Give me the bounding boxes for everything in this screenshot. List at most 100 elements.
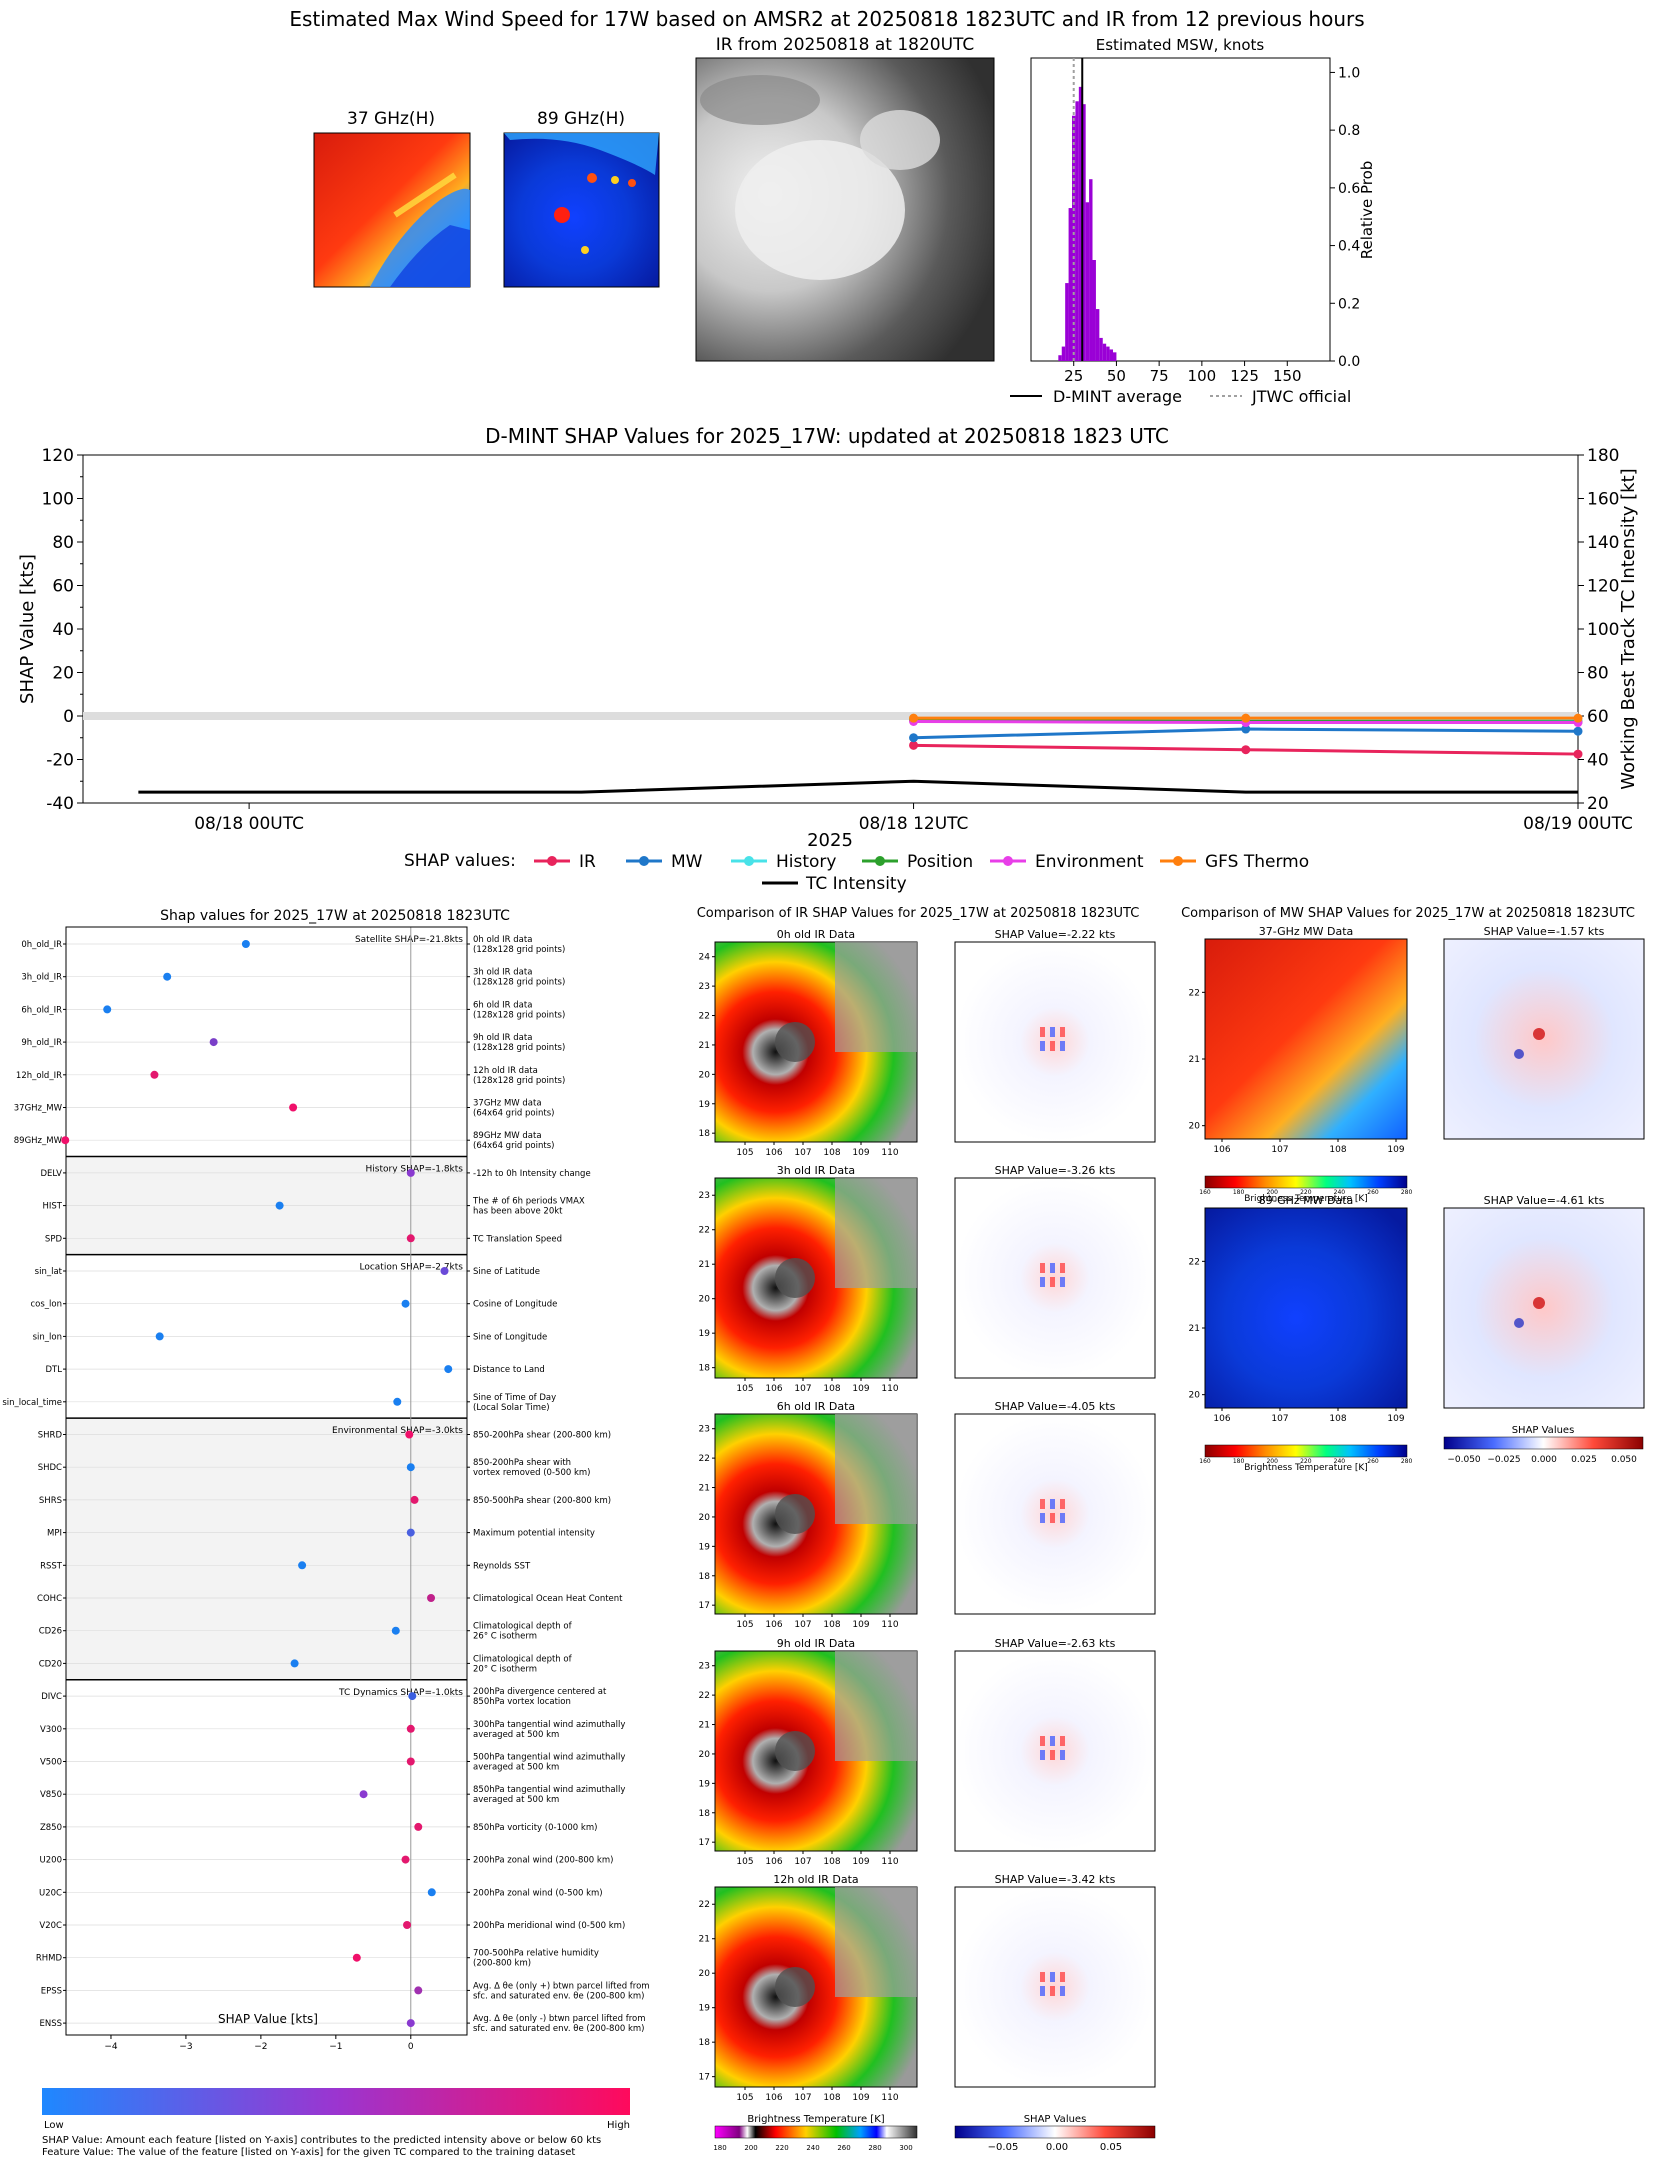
group-label: Satellite SHAP=-21.8kts	[355, 935, 463, 945]
ir-xtick-label: 106	[765, 1857, 782, 1867]
feature-description: The # of 6h periods VMAX	[472, 1197, 585, 1207]
series-point	[1241, 745, 1251, 755]
ir-ytick-label: 17	[699, 2073, 710, 2083]
shap-xtick-label: −2	[254, 2042, 267, 2052]
footnote-2: Feature Value: The value of the feature …	[42, 2147, 575, 2158]
mw89-title: 89 GHz(H)	[537, 109, 625, 129]
feature-shap-dot	[406, 1724, 415, 1733]
shap-anomaly	[1040, 1263, 1045, 1273]
shap-feature-chart: Shap values for 2025_17W at 20250818 182…	[2, 908, 649, 2052]
feature-description: 850-200hPa shear with	[473, 1458, 571, 1468]
ir-gray-region	[835, 1414, 917, 1524]
feature-description: Climatological Ocean Heat Content	[473, 1594, 623, 1604]
legend-marker	[1173, 856, 1183, 866]
ir-xtick-label: 106	[765, 1620, 782, 1630]
mw-shap-label: SHAP Value=-4.61 kts	[1484, 1194, 1605, 1207]
feature-shap-dot	[359, 1790, 368, 1799]
mw-bt-label: Brightness Temperature [K]	[1244, 1194, 1368, 1204]
series-point	[909, 713, 919, 723]
feature-shap-dot	[406, 1168, 415, 1177]
feature-description: 850hPa vortex location	[473, 1697, 571, 1707]
mw-xtick-label: 106	[1213, 1414, 1230, 1424]
feature-name: 89GHz_MW	[14, 1136, 63, 1146]
mw-shap-map	[1443, 1207, 1645, 1409]
ir-bt-tick-label: 300	[899, 2144, 912, 2152]
feature-name: MPI	[47, 1529, 62, 1539]
ir-xtick-label: 108	[823, 1148, 840, 1158]
shap-plot-frame	[65, 926, 468, 2036]
feature-description: -12h to 0h Intensity change	[473, 1169, 591, 1179]
feature-name: Z850	[40, 1823, 62, 1833]
mw-shap-colorbar: SHAP Values −0.050 −0.025 0.000 0.025 0.050	[1443, 1425, 1644, 1465]
tl-y2tick-label: 100	[1587, 620, 1619, 640]
mw37-image	[313, 132, 471, 288]
feature-shap-dot	[61, 1136, 70, 1145]
ir-cloud-core	[775, 1967, 815, 2007]
ir-panel-label: 9h old IR Data	[777, 1637, 855, 1650]
ir-xtick-label: 107	[794, 1620, 811, 1630]
feature-shap-dot	[150, 1070, 159, 1079]
feature-description: 850hPa tangential wind azimuthally	[473, 1785, 625, 1795]
ir-ytick-label: 22	[699, 1691, 710, 1701]
shap-anomaly	[1050, 1277, 1055, 1287]
legend-jtwc: JTWC official	[1251, 387, 1351, 406]
ir-xtick-label: 108	[823, 1857, 840, 1867]
timeline-series	[138, 713, 1583, 794]
tl-y2tick-label: 120	[1587, 577, 1619, 597]
feature-description: 9h old IR data	[473, 1033, 532, 1043]
mw-xtick-label: 108	[1329, 1414, 1346, 1424]
feature-shap-dot	[406, 1528, 415, 1537]
feature-description: Sine of Longitude	[473, 1332, 547, 1342]
feature-name: ENSS	[39, 2019, 62, 2029]
feature-name: V20C	[39, 1921, 62, 1931]
shap-anomaly	[1514, 1318, 1524, 1328]
ir-ytick-label: 23	[699, 982, 710, 992]
tl-xtick-label: 08/18 12UTC	[859, 814, 969, 834]
feature-description: Avg. Δ θe (only +) btwn parcel lifted fr…	[473, 1981, 650, 1991]
mw-panel-label: 37-GHz MW Data	[1259, 925, 1354, 938]
hist-bar	[1113, 352, 1117, 361]
legend-label: History	[776, 852, 836, 872]
ir-ytick-label: 20	[699, 1750, 711, 1760]
hist-legend: D-MINT average JTWC official	[1010, 387, 1351, 406]
shap-anomaly	[1060, 1972, 1065, 1982]
feature-name: COHC	[37, 1594, 62, 1604]
ir-ytick-label: 18	[699, 2038, 711, 2048]
timeline-legend: SHAP values: IR MW History Position Environm…	[404, 851, 1309, 894]
mw-bt-tick-label: 160	[1199, 1189, 1211, 1196]
tl-ytick-label: 0	[63, 707, 74, 727]
shap-anomaly	[1533, 1297, 1545, 1309]
mw-image	[1204, 1207, 1408, 1409]
ir-xtick-label: 107	[794, 2093, 811, 2103]
ir-xtick-label: 109	[852, 1857, 869, 1867]
hist-xtick-label: 100	[1188, 367, 1217, 385]
mw-bt-tick-label: 240	[1334, 1458, 1346, 1465]
mw-bt-label: Brightness Temperature [K]	[1244, 1463, 1368, 1473]
hist-x-axis: 25 50 75 100 125 150	[1064, 361, 1302, 385]
ir-xtick-label: 105	[736, 1857, 753, 1867]
feature-name: EPSS	[41, 1986, 62, 1996]
mw-bt-tick-label: 260	[1367, 1189, 1379, 1196]
ir-gray-region	[835, 1887, 917, 1997]
tl-ytick-label: -40	[46, 794, 74, 814]
feature-shap-dot	[103, 1005, 112, 1014]
shap-anomaly	[1040, 1750, 1045, 1760]
feature-shap-dot	[393, 1397, 402, 1406]
ir-ytick-label: 21	[699, 1935, 710, 1945]
hist-bar	[1095, 309, 1100, 361]
ir-ytick-label: 23	[699, 1425, 710, 1435]
feature-shap-dot	[391, 1626, 400, 1635]
shap-anomaly	[1533, 1028, 1545, 1040]
ir-panel-label: 12h old IR Data	[773, 1873, 858, 1886]
feature-name: cos_lon	[30, 1300, 62, 1310]
ir-ytick-label: 23	[699, 1191, 710, 1201]
hist-bar	[1082, 104, 1086, 362]
ir-shap-tick-label: −0.05	[988, 2142, 1019, 2153]
ir-xtick-label: 105	[736, 1148, 753, 1158]
shap-anomaly	[1060, 1027, 1065, 1037]
legend-marker	[547, 856, 557, 866]
legend-label: MW	[671, 852, 703, 872]
legend-marker	[875, 856, 885, 866]
feature-description: 850-200hPa shear (200-800 km)	[473, 1431, 611, 1441]
mw-shap-tick-label: −0.050	[1447, 1455, 1481, 1465]
